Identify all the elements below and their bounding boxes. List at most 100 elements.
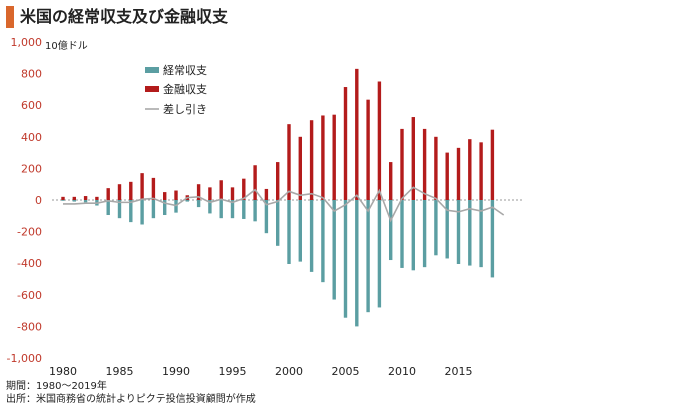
current-account-bar xyxy=(355,200,359,327)
financial-account-bar xyxy=(355,68,359,200)
current-account-bar xyxy=(196,200,201,208)
current-account-bar xyxy=(72,200,76,202)
financial-account-bar xyxy=(106,188,110,200)
current-account-bar xyxy=(490,200,495,278)
y-tick-label: -600 xyxy=(17,289,42,302)
financial-account-bar xyxy=(434,136,438,200)
x-tick-label: 1990 xyxy=(162,365,190,378)
current-account-bar xyxy=(242,200,246,219)
financial-account-bar xyxy=(298,136,302,200)
current-account-bar xyxy=(117,200,122,219)
financial-account-bar xyxy=(253,165,257,200)
chart-title: 米国の経常収支及び金融収支 xyxy=(20,7,229,26)
y-axis-unit: 10億ドル xyxy=(45,41,88,52)
y-tick-label: 0 xyxy=(35,194,42,207)
legend-swatch-current xyxy=(145,67,159,73)
financial-account-bar xyxy=(95,196,99,200)
financial-account-bar xyxy=(219,180,223,200)
financial-account-bar xyxy=(468,139,472,200)
current-account-bar xyxy=(298,200,302,262)
legend-swatch-financial xyxy=(145,86,159,92)
current-account-bar xyxy=(422,200,427,268)
current-account-bar xyxy=(287,200,291,264)
x-tick-label: 2015 xyxy=(445,365,473,378)
financial-account-bar xyxy=(140,173,144,200)
financial-account-bar xyxy=(264,188,269,200)
x-tick-label: 2000 xyxy=(275,365,303,378)
legend-label: 経常収支 xyxy=(163,64,207,77)
footer-period: 期間：1980～2019年 xyxy=(6,381,107,392)
financial-account-bar xyxy=(242,178,246,200)
legend-label: 金融収支 xyxy=(163,82,207,96)
financial-account-bar xyxy=(389,162,393,200)
current-account-bar xyxy=(434,200,438,256)
y-tick-label: -800 xyxy=(17,320,42,333)
financial-account-bar xyxy=(276,162,280,200)
financial-account-bar xyxy=(366,99,370,200)
financial-account-bar xyxy=(343,87,348,200)
current-account-bar xyxy=(377,200,382,308)
current-account-bar xyxy=(219,200,223,219)
current-account-bar xyxy=(185,200,189,202)
financial-account-bar xyxy=(208,187,212,200)
financial-account-bar xyxy=(422,128,427,200)
current-account-bar xyxy=(264,200,269,234)
financial-account-bar xyxy=(445,152,449,200)
y-tick-label: 400 xyxy=(21,131,42,144)
current-account-bar xyxy=(332,200,336,300)
financial-account-bar xyxy=(456,147,461,200)
financial-account-bar xyxy=(72,196,76,200)
x-tick-label: 1985 xyxy=(106,365,134,378)
footer-source: 出所：米国商務省の統計よりピクテ投信投資顧問が作成 xyxy=(6,394,256,405)
y-tick-label: 1,000 xyxy=(11,36,43,49)
current-account-bar xyxy=(129,200,133,223)
financial-account-bar xyxy=(174,190,178,200)
current-account-bar xyxy=(151,200,156,219)
current-account-bar xyxy=(276,200,280,246)
financial-account-bar xyxy=(117,184,122,200)
title-accent-bar xyxy=(6,6,14,28)
current-account-bar xyxy=(163,200,167,216)
financial-account-bar xyxy=(230,187,235,200)
y-tick-label: 800 xyxy=(21,68,42,81)
current-account-bar xyxy=(479,200,483,268)
y-tick-label: 200 xyxy=(21,162,42,175)
y-tick-label: -1,000 xyxy=(7,352,42,365)
financial-account-bar xyxy=(490,129,495,200)
financial-account-bar xyxy=(377,81,382,200)
financial-account-bar xyxy=(287,124,291,200)
difference-line xyxy=(63,186,505,223)
y-tick-label: 600 xyxy=(21,99,42,112)
financial-account-bar xyxy=(196,184,201,200)
current-account-bar xyxy=(389,200,393,261)
financial-account-bar xyxy=(309,120,314,200)
legend-label: 差し引き xyxy=(163,102,207,116)
y-tick-label: -400 xyxy=(17,257,42,270)
current-account-bar xyxy=(400,200,404,268)
current-account-bar xyxy=(61,200,65,201)
financial-account-bar xyxy=(163,192,167,200)
current-account-bar xyxy=(321,200,325,283)
y-tick-label: -200 xyxy=(17,226,42,239)
financial-account-bar xyxy=(61,196,65,200)
current-account-bar xyxy=(83,200,88,203)
financial-account-bar xyxy=(479,142,483,200)
financial-account-bar xyxy=(411,117,415,200)
financial-account-bar xyxy=(129,181,133,200)
current-account-bar xyxy=(366,200,370,313)
current-account-bar xyxy=(253,200,257,222)
current-account-bar xyxy=(468,200,472,266)
current-account-bar xyxy=(140,200,144,225)
current-account-bar xyxy=(309,200,314,272)
x-tick-label: 2010 xyxy=(388,365,416,378)
current-account-bar xyxy=(445,200,449,259)
financial-account-bar xyxy=(151,177,156,200)
current-account-bar xyxy=(208,200,212,214)
current-account-bar xyxy=(343,200,348,318)
financial-account-bar xyxy=(83,196,88,200)
current-account-bar xyxy=(230,200,235,219)
financial-account-bar xyxy=(332,114,336,200)
current-account-bar xyxy=(456,200,461,264)
x-tick-label: 1995 xyxy=(219,365,247,378)
